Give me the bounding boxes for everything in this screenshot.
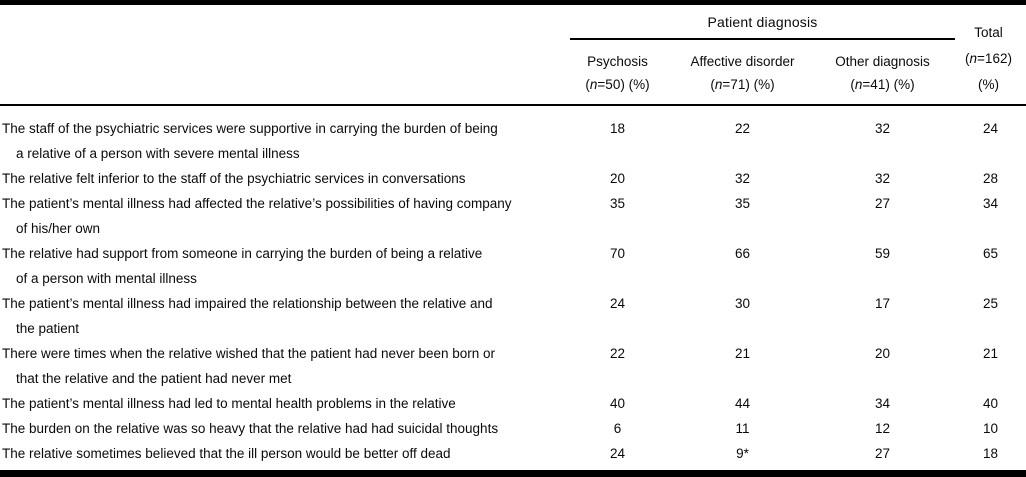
column-header-total: Total (n=162) (%) [951,20,1026,98]
table-row: The relative had support from someone in… [0,241,1026,291]
column-header-other-diagnosis: Other diagnosis (n=41) (%) [810,50,955,96]
table-row: The relative felt inferior to the staff … [0,166,1026,191]
spanner-underline-rule [570,38,955,40]
statement-line1: The relative sometimes believed that the… [2,446,451,461]
row-statement: There were times when the relative wishe… [0,341,560,391]
row-statement: The patient’s mental illness had impaire… [0,291,560,341]
row-statement: The relative had support from someone in… [0,241,560,291]
top-border-rule [0,0,1026,5]
value-psychosis: 35 [609,196,626,211]
statement-line1: The patient’s mental illness had led to … [2,396,456,411]
value-total: 25 [982,296,999,311]
value-other-diagnosis: 34 [874,396,891,411]
statement-line2: of his/her own [16,221,101,236]
value-total: 10 [982,421,999,436]
column-header-psychosis-count: (n=50) (%) [585,77,650,92]
value-psychosis: 70 [609,246,626,261]
row-statement: The relative sometimes believed that the… [0,441,560,466]
value-psychosis: 24 [609,296,626,311]
column-header-other-label: Other diagnosis [835,54,930,69]
value-total: 65 [982,246,999,261]
statement-line1: The staff of the psychiatric services we… [2,121,498,136]
value-affective-disorder: 22 [734,121,751,136]
statement-line1: The relative felt inferior to the staff … [2,171,466,186]
table-row: The staff of the psychiatric services we… [0,116,1026,166]
value-total: 28 [982,171,999,186]
column-header-total-percent: (%) [978,77,999,92]
row-statement: The patient’s mental illness had affecte… [0,191,560,241]
header-body-rule [0,104,1026,106]
row-statement: The patient’s mental illness had led to … [0,391,560,416]
value-other-diagnosis: 20 [874,346,891,361]
table-row: The patient’s mental illness had affecte… [0,191,1026,241]
value-total: 40 [982,396,999,411]
table-row: The patient’s mental illness had impaire… [0,291,1026,341]
statement-line2: the patient [16,321,80,336]
value-other-diagnosis: 27 [874,446,891,461]
value-psychosis: 18 [609,121,626,136]
row-statement: The burden on the relative was so heavy … [0,416,560,441]
value-affective-disorder: 44 [734,396,751,411]
column-header-total-count: (n=162) [965,51,1012,66]
column-header-psychosis-label: Psychosis [587,54,648,69]
value-affective-disorder: 35 [734,196,751,211]
column-header-other-count: (n=41) (%) [850,77,915,92]
n-symbol: n [714,77,723,92]
value-other-diagnosis: 12 [874,421,891,436]
table-row: The burden on the relative was so heavy … [0,416,1026,441]
table-row: The relative sometimes believed that the… [0,441,1026,466]
statement-line1: The burden on the relative was so heavy … [2,421,499,436]
row-statement: The relative felt inferior to the staff … [0,166,560,191]
statement-line1: There were times when the relative wishe… [2,346,496,361]
value-other-diagnosis: 27 [874,196,891,211]
column-header-affective-label: Affective disorder [690,54,795,69]
n-symbol: n [969,51,978,66]
value-affective-disorder: 30 [734,296,751,311]
value-affective-disorder: 11 [735,421,750,436]
statement-line2: of a person with mental illness [16,271,197,286]
value-total: 34 [982,196,999,211]
column-header-psychosis: Psychosis (n=50) (%) [560,50,675,96]
value-total: 21 [982,346,999,361]
table-row: The patient’s mental illness had led to … [0,391,1026,416]
statement-line1: The patient’s mental illness had affecte… [2,196,512,211]
value-total: 18 [982,446,999,461]
spanner-header-patient-diagnosis: Patient diagnosis [707,14,818,30]
value-total: 24 [982,121,999,136]
column-header-affective-count: (n=71) (%) [710,77,775,92]
value-affective-disorder: 9* [736,446,749,461]
value-affective-disorder: 66 [734,246,751,261]
value-psychosis: 40 [609,396,626,411]
value-other-diagnosis: 59 [874,246,891,261]
bottom-border-rule [0,470,1026,477]
table-row: There were times when the relative wishe… [0,341,1026,391]
value-psychosis: 20 [609,171,626,186]
value-affective-disorder: 32 [734,171,751,186]
value-affective-disorder: 21 [734,346,751,361]
value-psychosis: 6 [613,421,622,436]
statement-line1: The relative had support from someone in… [2,246,483,261]
table-body: The staff of the psychiatric services we… [0,116,1026,466]
statement-line1: The patient’s mental illness had impaire… [2,296,493,311]
value-psychosis: 24 [609,446,626,461]
row-statement: The staff of the psychiatric services we… [0,116,560,166]
n-symbol: n [589,77,598,92]
value-other-diagnosis: 32 [874,171,891,186]
statement-line2: that the relative and the patient had ne… [16,371,292,386]
value-other-diagnosis: 32 [874,121,891,136]
value-other-diagnosis: 17 [874,296,891,311]
statement-line2: a relative of a person with severe menta… [16,146,300,161]
column-header-affective-disorder: Affective disorder (n=71) (%) [675,50,810,96]
value-psychosis: 22 [609,346,626,361]
column-header-total-label: Total [974,25,1003,40]
n-symbol: n [854,77,863,92]
